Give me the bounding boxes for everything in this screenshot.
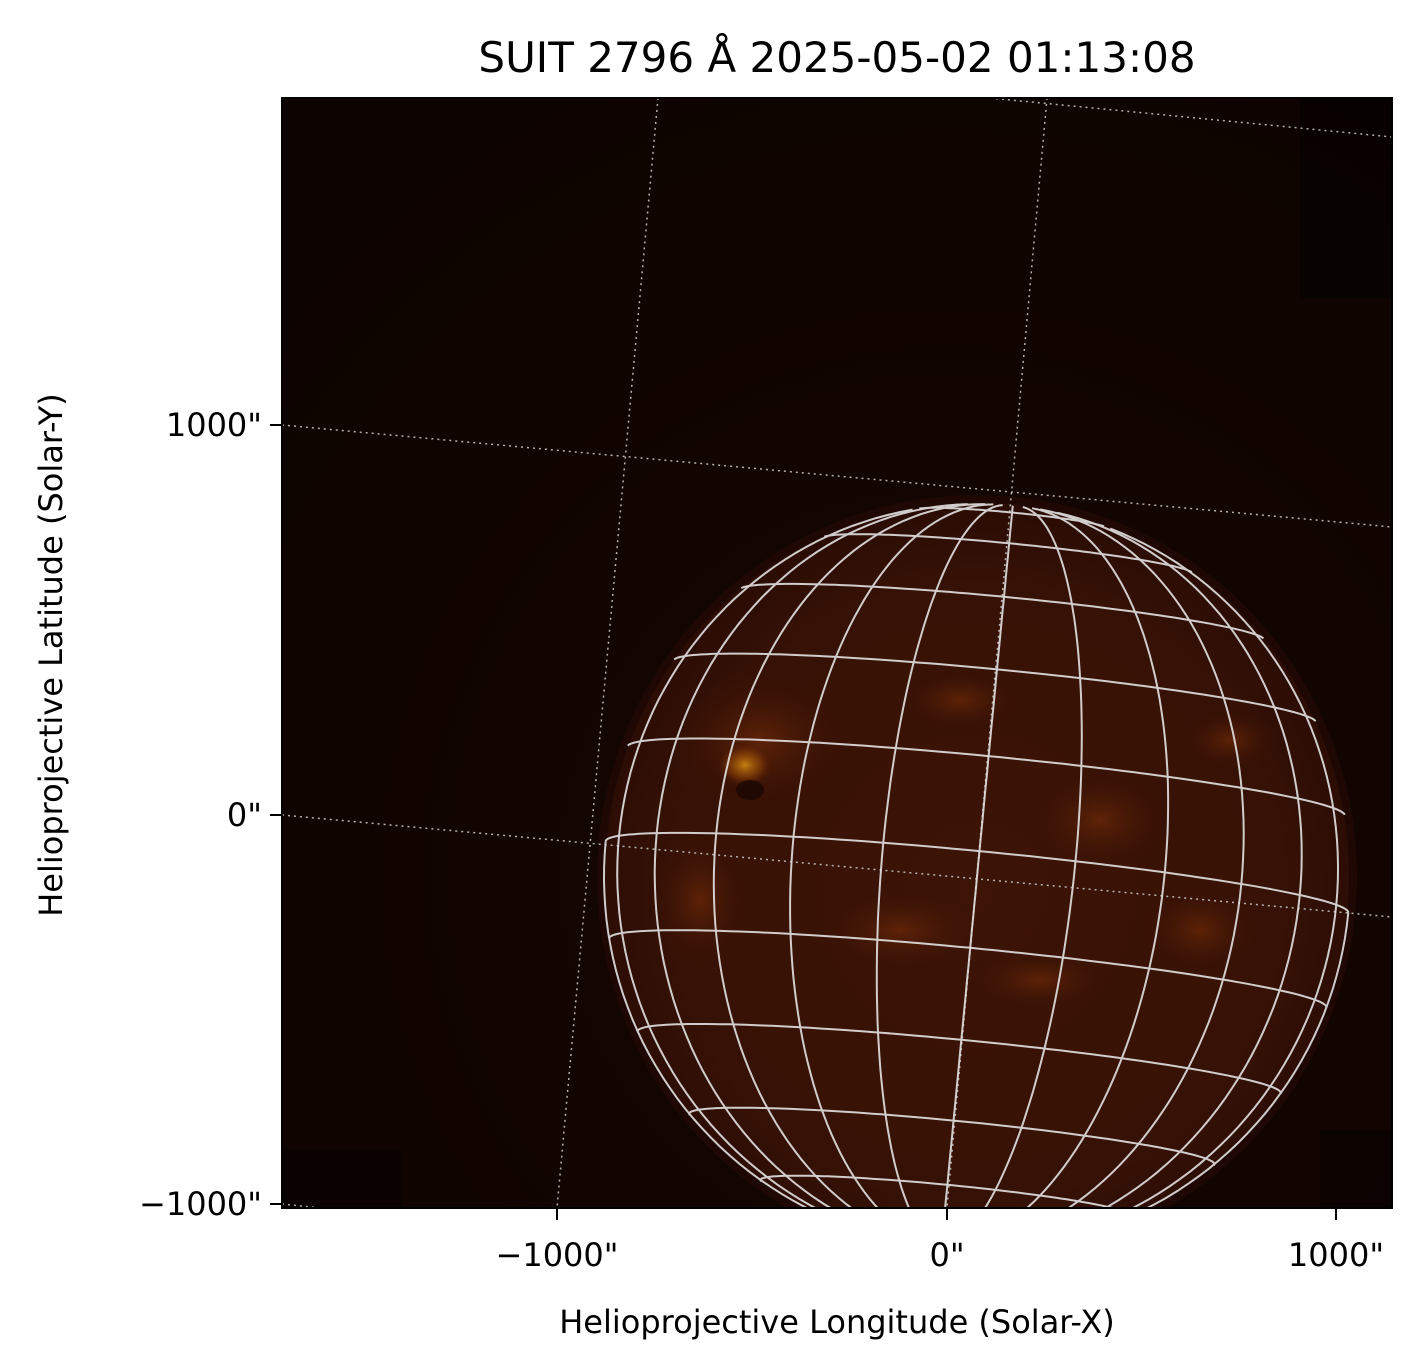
longitude-line <box>712 503 986 1208</box>
longitude-line <box>789 503 994 1208</box>
heliographic-grid <box>602 503 1350 1208</box>
x-axis-label: Helioprojective Longitude (Solar-X) <box>559 1303 1115 1341</box>
longitude-line <box>1109 527 1340 1208</box>
x-tick-label: 0" <box>929 1236 964 1274</box>
longitude-line <box>602 841 810 1208</box>
x-tick-label: 1000" <box>1288 1236 1384 1274</box>
x-tick-label: −1000" <box>496 1236 619 1274</box>
y-ticks <box>270 424 282 1205</box>
longitude-line <box>944 505 1014 1208</box>
y-tick-label: 1000" <box>166 406 262 444</box>
longitude-line <box>616 508 913 1208</box>
solar-image <box>282 98 1392 1208</box>
helioprojective-grid <box>282 98 1392 1208</box>
longitude-line <box>653 503 968 1208</box>
longitude-line <box>1056 511 1303 1208</box>
longitude-line <box>1145 912 1350 1208</box>
y-tick-label: −1000" <box>139 1185 262 1223</box>
figure-title: SUIT 2796 Å 2025-05-02 01:13:08 <box>478 32 1195 82</box>
solar-features <box>650 670 1280 1010</box>
y-tick-label: 0" <box>227 796 262 834</box>
axes-frame <box>281 97 1393 1209</box>
longitude-line <box>983 506 1083 1208</box>
bright-active-region <box>717 743 773 787</box>
y-axis-label: Helioprojective Latitude (Solar-Y) <box>32 393 70 917</box>
longitude-line <box>875 504 1003 1208</box>
longitude-line <box>1039 508 1245 1208</box>
x-ticks <box>556 1208 1337 1220</box>
longitude-line <box>1025 507 1170 1208</box>
